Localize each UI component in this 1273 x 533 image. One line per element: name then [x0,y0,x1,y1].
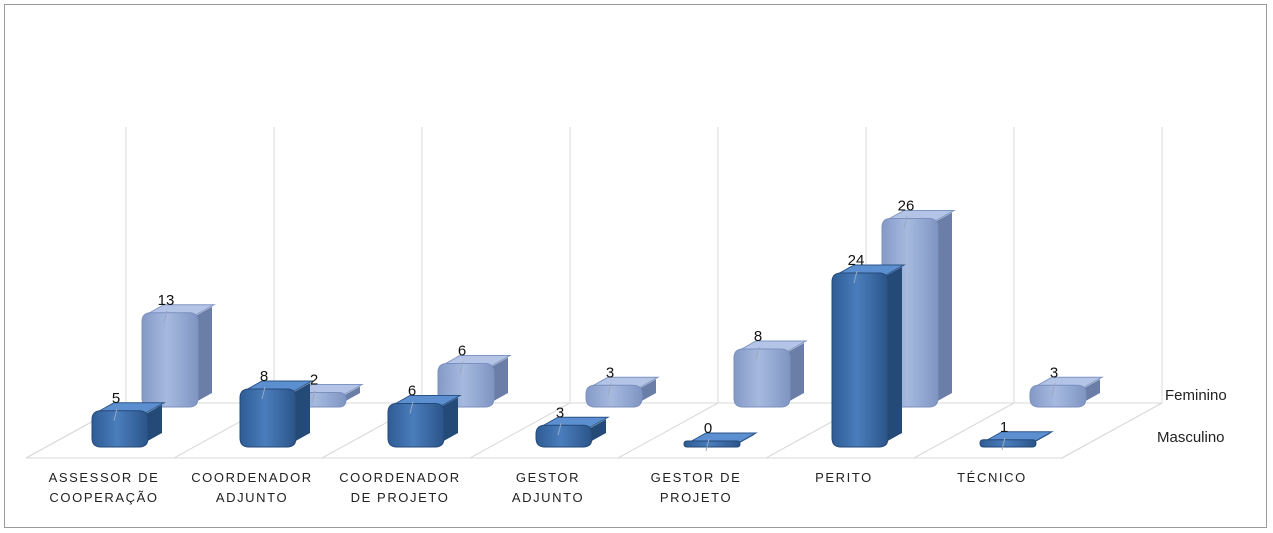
data-label: 24 [848,252,865,269]
bar-front [387,403,445,448]
series-label-feminino: Feminino [1165,387,1227,404]
data-label: 1 [1000,419,1008,436]
bar-front [239,388,297,448]
leader-line [409,401,414,414]
bar-front [585,384,643,408]
bar-side [342,386,360,403]
leader-line [163,310,168,323]
data-label: 2 [310,372,318,389]
data-label: 3 [556,404,564,421]
data-label: 0 [704,420,712,437]
data-label: 5 [112,390,120,407]
leader-line [607,383,612,396]
bar-front [141,312,199,408]
category-tick-label: PROJETO [660,490,732,505]
bar-front [683,440,741,448]
bar-front [733,348,791,408]
category-tick-label: ADJUNTO [216,490,288,505]
bar-front [91,410,149,448]
floor-divider [469,402,571,459]
bar-feminino-6 [1029,376,1104,408]
data-label: 3 [606,364,614,381]
category-tick-label: GESTOR DE [651,470,742,485]
category-tick-label: PERITO [815,470,873,485]
data-label: 6 [458,343,466,360]
leader-line [903,216,908,229]
chart-walls [25,127,1163,459]
data-label: 3 [1050,364,1058,381]
category-tick-label: COORDENADOR [191,470,313,485]
leader-line [557,423,562,436]
bar-masculino-4 [683,432,758,452]
bar-front [535,424,593,448]
data-label: 6 [408,383,416,400]
bar-masculino-1 [239,380,314,448]
leader-line [705,438,710,452]
data-label: 26 [898,198,915,215]
bar-front [831,272,889,448]
bar-front [1029,384,1087,408]
chart-frame [4,4,1267,528]
category-tick-label: COOPERAÇÃO [49,490,158,505]
bar-masculino-2 [387,395,462,448]
leader-line [1001,437,1006,450]
floor-divider [913,402,1015,459]
category-tick-label: ASSESSOR DE [49,470,160,485]
data-label: 8 [754,328,762,345]
leader-line [261,386,266,400]
bar-feminino-4 [733,340,808,408]
leader-line [755,346,760,360]
bar-feminino-0 [141,304,216,408]
bars [91,210,1104,452]
series-label-masculino: Masculino [1157,429,1225,446]
leader-line [853,270,858,284]
leader-line [311,390,316,403]
bar-feminino-3 [585,376,660,408]
bar-front [979,439,1037,448]
floor-divider [617,402,719,459]
data-label: 8 [260,368,268,385]
data-label: 13 [158,292,175,309]
bar-masculino-3 [535,416,610,448]
category-tick-label: COORDENADOR [339,470,461,485]
category-tick-label: DE PROJETO [351,490,450,505]
floor-divider [1061,402,1163,459]
bar-masculino-6 [979,431,1054,450]
category-tick-label: ADJUNTO [512,490,584,505]
category-tick-label: TÉCNICO [957,470,1027,485]
leader-line [1051,383,1056,396]
leader-line [459,361,464,374]
bar-masculino-5 [831,264,906,448]
bar-masculino-0 [91,402,166,448]
category-tick-label: GESTOR [516,470,580,485]
leader-line [113,408,118,421]
